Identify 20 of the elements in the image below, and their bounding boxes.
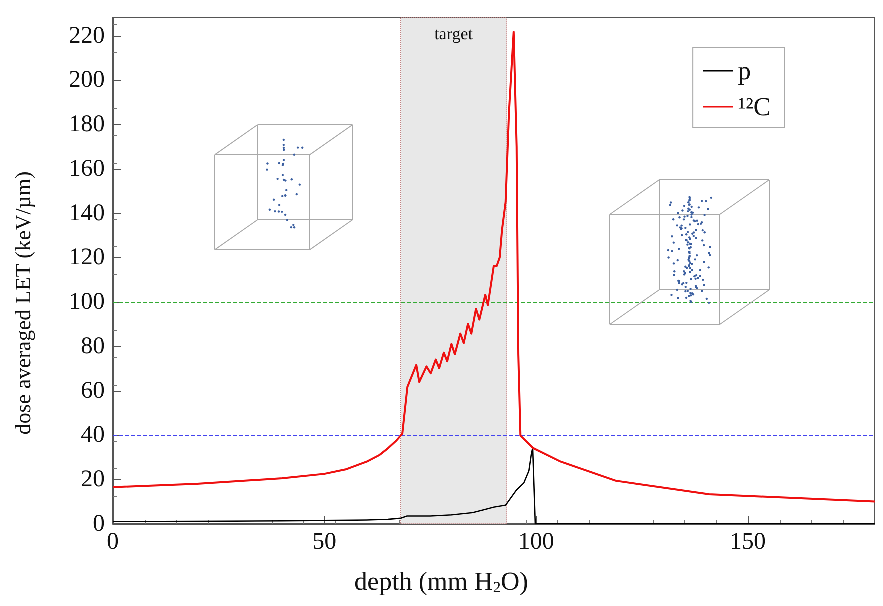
y-tick-label: 0 [93,511,105,537]
line-series [112,30,875,503]
y-tick-label: 180 [69,112,105,138]
y-axis-title: dose averaged LET (keV/µm) [10,172,36,435]
y-tick-label: 80 [81,333,105,360]
band-label: target [434,24,474,44]
y-tick-label: 20 [81,466,105,493]
x-tick-label: 50 [312,529,337,555]
y-tick-label: 200 [69,67,105,94]
y-tick-label: 40 [81,422,105,448]
y-tick-label: 220 [69,22,105,49]
y-tick-label: 120 [69,244,105,271]
legend-label: p [738,56,752,86]
y-tick-label: 100 [69,289,105,316]
y-tick-label: 60 [81,378,105,404]
x-tick-label: 100 [518,529,554,555]
y-tick-label: 140 [69,200,105,226]
y-tick-label: 160 [69,156,105,182]
legend-label: ¹²C [738,92,772,122]
x-tick-label: 150 [730,529,766,555]
